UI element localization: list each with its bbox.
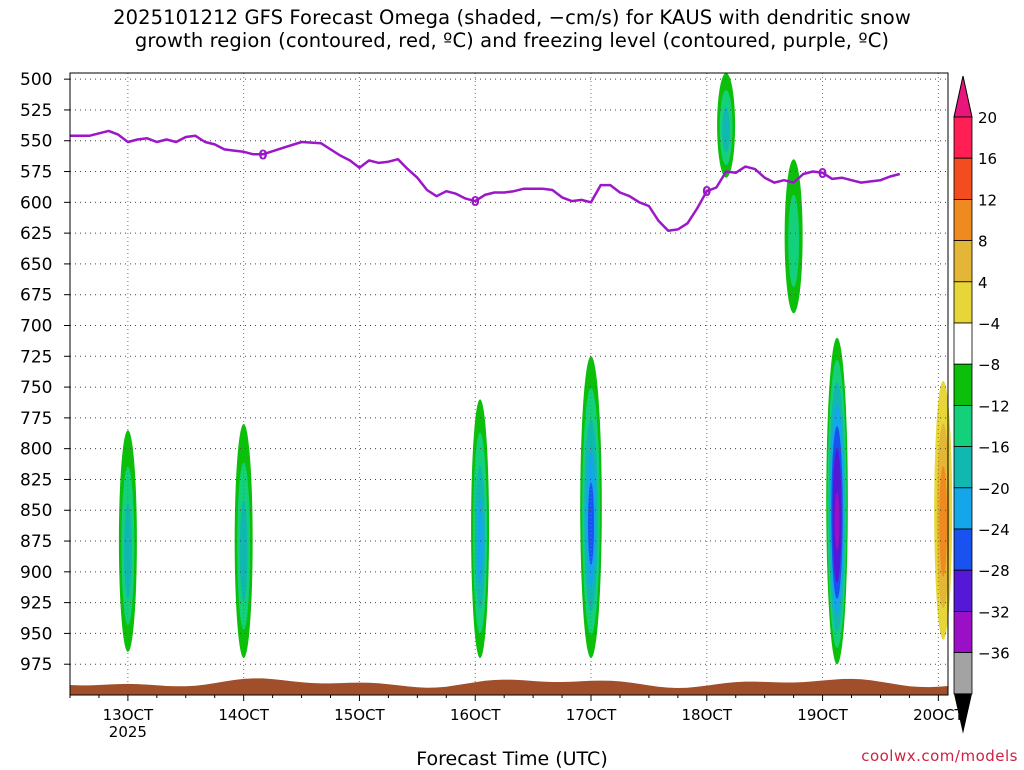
colorbar-segment-8 (953, 446, 973, 489)
freezing-level-contour: 0 0 0 0 (70, 129, 901, 232)
omega-region-1-level--12 (239, 500, 248, 602)
y-tick-label-950: 950 (20, 624, 52, 644)
omega-region-4-level--12 (722, 107, 730, 153)
y-tick-label-525: 525 (20, 101, 52, 121)
freezing-level-label: 0 (702, 185, 711, 200)
grid-lines (70, 73, 948, 695)
colorbar-bottom-arrow (954, 693, 972, 734)
colorbar-label-12: −32 (978, 603, 1010, 621)
omega-region-3-level--20 (588, 482, 594, 565)
y-tick-label-850: 850 (20, 501, 52, 521)
colorbar-label-10: −24 (978, 521, 1010, 539)
colorbar-segment-11 (953, 569, 973, 612)
freezing-level-label: 0 (818, 167, 827, 182)
colorbar-label-1: 16 (978, 150, 997, 168)
y-tick-label-725: 725 (20, 347, 52, 367)
colorbar-segment-7 (953, 404, 973, 447)
omega-region-7-level-12 (939, 465, 948, 577)
x-tick-label-16OCT: 16OCT (450, 706, 501, 724)
colorbar-segment-5 (953, 322, 973, 365)
y-tick-label-875: 875 (20, 532, 52, 552)
colorbar-segment-9 (953, 487, 973, 530)
chart-title: 2025101212 GFS Forecast Omega (shaded, −… (0, 6, 1024, 52)
x-tick-label-15OCT: 15OCT (334, 706, 385, 724)
y-tick-label-500: 500 (20, 70, 52, 90)
colorbar-label-4: 4 (978, 274, 988, 292)
y-tick-label-900: 900 (20, 563, 52, 583)
colorbar-label-8: −16 (978, 439, 1010, 457)
freezing-level-label: 0 (258, 148, 267, 163)
colorbar-segment-4 (953, 281, 973, 324)
colorbar-label-5: −4 (978, 315, 1000, 333)
colorbar: 20 16 12 8 4 −4 −8 −12 −16 −20 −24 −28 −32 −36 (953, 75, 1010, 734)
axes: 500 525 550 575 600 625 650 675 700 725 750 775 800 8… (20, 70, 964, 741)
colorbar-segment-6 (953, 363, 973, 406)
colorbar-label-3: 8 (978, 233, 988, 251)
colorbar-segment-2 (953, 198, 973, 241)
y-tick-label-625: 625 (20, 224, 52, 244)
y-tick-label-750: 750 (20, 378, 52, 398)
colorbar-label-2: 12 (978, 191, 997, 209)
omega-region-0-level--12 (124, 503, 132, 599)
colorbar-segment-0 (953, 116, 973, 159)
chart-title-line1: 2025101212 GFS Forecast Omega (shaded, −… (113, 6, 911, 29)
omega-region-6-level--32 (834, 492, 840, 550)
x-tick-sublabel: 2025 (109, 723, 147, 741)
x-tick-label-20OCT: 20OCT (913, 706, 964, 724)
colorbar-label-7: −12 (978, 397, 1010, 415)
colorbar-top-arrow (953, 75, 973, 118)
freezing-level-label: 0 (471, 195, 480, 210)
y-tick-label-675: 675 (20, 286, 52, 306)
y-tick-label-575: 575 (20, 163, 52, 183)
x-tick-label-19OCT: 19OCT (797, 706, 848, 724)
chart-title-line2: growth region (contoured, red, ºC) and f… (134, 29, 890, 52)
colorbar-segment-1 (953, 157, 973, 200)
x-tick-label-14OCT: 14OCT (218, 706, 269, 724)
colorbar-label-11: −28 (978, 562, 1010, 580)
y-tick-label-925: 925 (20, 594, 52, 614)
y-tick-label-975: 975 (20, 655, 52, 675)
credit-link[interactable]: coolwx.com/models (861, 747, 1018, 765)
y-tick-label-600: 600 (20, 193, 52, 213)
terrain (70, 678, 948, 695)
x-tick-label-13OCT: 13OCT (103, 706, 154, 724)
y-tick-label-800: 800 (20, 440, 52, 460)
colorbar-label-6: −8 (978, 356, 1000, 374)
y-tick-label-650: 650 (20, 255, 52, 275)
x-tick-label-17OCT: 17OCT (566, 706, 617, 724)
y-tick-label-700: 700 (20, 316, 52, 336)
y-tick-label-775: 775 (20, 409, 52, 429)
colorbar-segment-3 (953, 240, 973, 283)
colorbar-segment-13 (953, 652, 973, 695)
x-axis-label: Forecast Time (UTC) (416, 748, 608, 770)
y-tick-label-550: 550 (20, 132, 52, 152)
plot-frame (69, 72, 949, 696)
x-tick-label-18OCT: 18OCT (682, 706, 733, 724)
colorbar-label-9: −20 (978, 480, 1010, 498)
terrain-area (70, 678, 948, 695)
y-tick-label-825: 825 (20, 470, 52, 490)
colorbar-label-0: 20 (978, 109, 997, 127)
omega-region-2-level--16 (477, 498, 484, 585)
freezing-level-line (70, 129, 901, 232)
colorbar-label-13: −36 (978, 645, 1010, 663)
colorbar-segment-12 (953, 611, 973, 654)
omega-region-5-level--8 (788, 194, 800, 288)
colorbar-segment-10 (953, 528, 973, 571)
